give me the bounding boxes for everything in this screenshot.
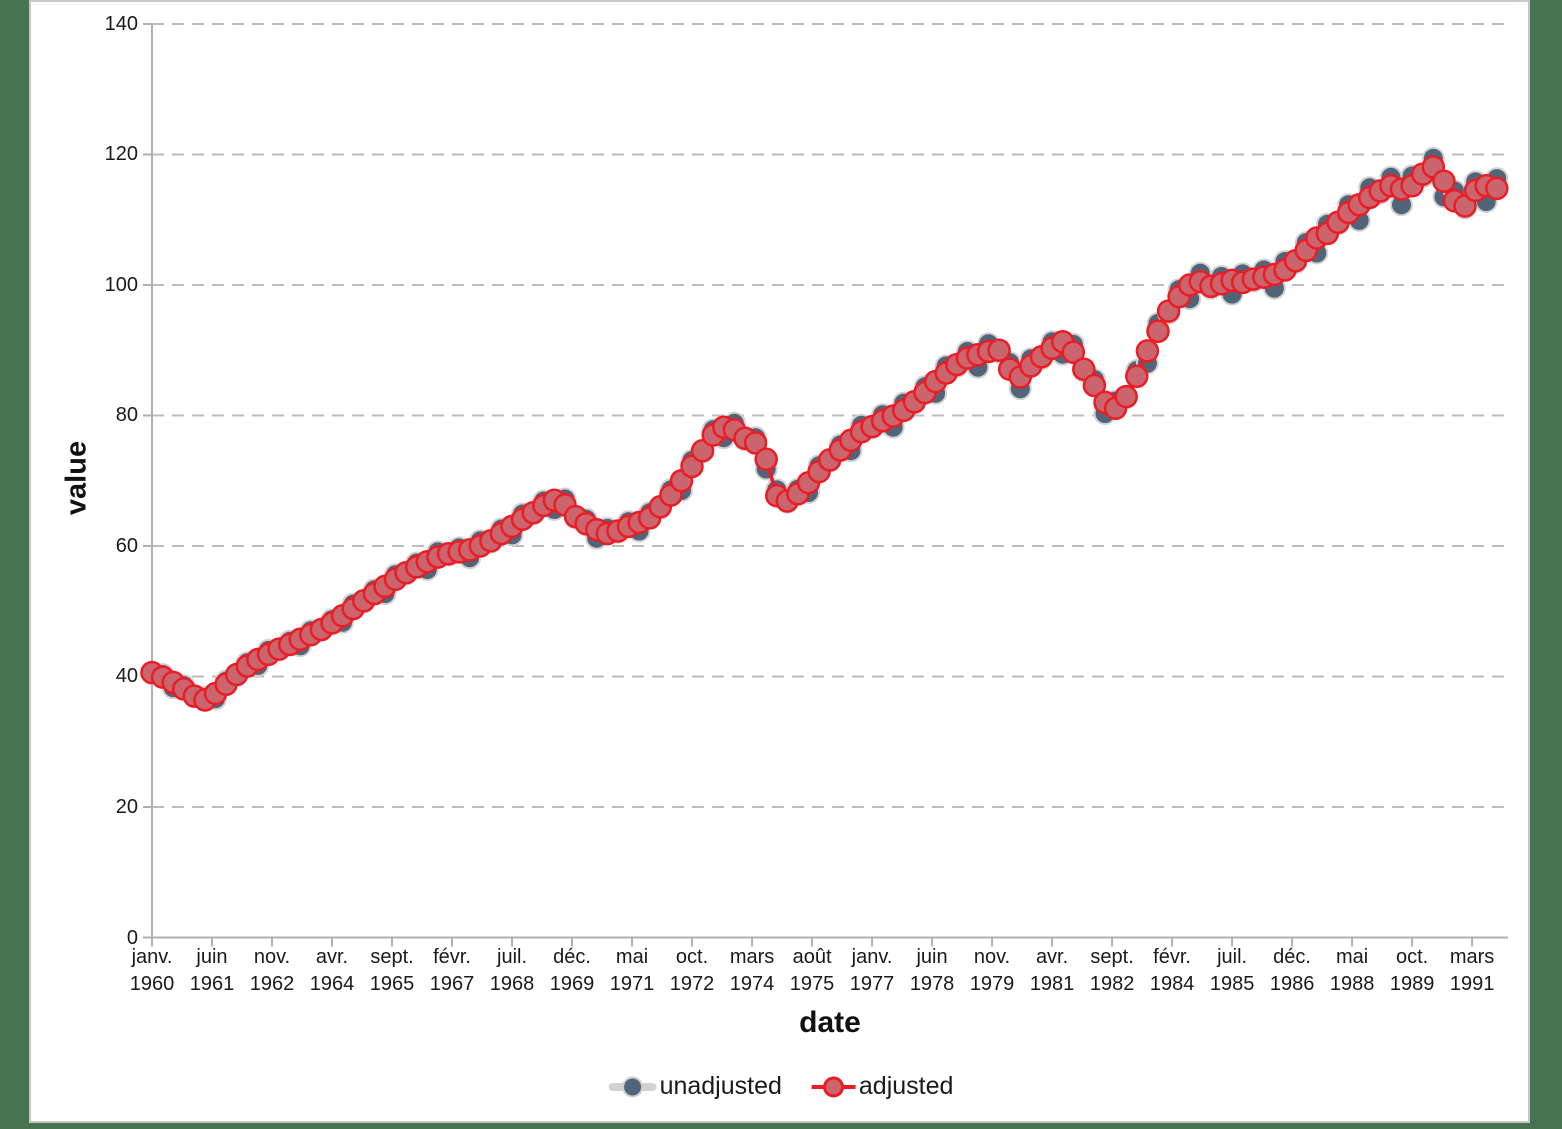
data-point-adjusted	[1072, 357, 1096, 381]
legend-label-adjusted: adjusted	[858, 1072, 954, 1100]
adjusted-series-marker-icon	[811, 1076, 856, 1097]
unadjusted-series-marker-icon	[608, 1076, 657, 1097]
data-point-adjusted	[1061, 340, 1086, 364]
data-point-adjusted	[1135, 339, 1160, 363]
legend-item-unadjusted: unadjusted	[608, 1072, 782, 1101]
data-point-adjusted	[1432, 169, 1456, 193]
data-point-adjusted	[1082, 373, 1107, 398]
data-point-adjusted	[754, 447, 778, 471]
x-axis-title: date	[799, 1006, 861, 1039]
data-point-adjusted	[987, 338, 1011, 362]
data-point-adjusted	[1485, 176, 1509, 201]
legend: unadjusted adjusted	[608, 1072, 954, 1101]
unadjusted-dot-icon	[622, 1076, 644, 1097]
data-point-adjusted	[1125, 364, 1149, 389]
legend-item-adjusted: adjusted	[811, 1072, 954, 1101]
chart-panel	[29, 0, 1530, 1123]
data-point-adjusted	[1146, 319, 1170, 344]
y-axis-title: value	[60, 440, 93, 516]
data-point-adjusted	[1114, 384, 1138, 409]
legend-label-unadjusted: unadjusted	[659, 1072, 782, 1100]
adjusted-dot-icon	[823, 1076, 845, 1097]
data-point-adjusted	[743, 431, 768, 455]
